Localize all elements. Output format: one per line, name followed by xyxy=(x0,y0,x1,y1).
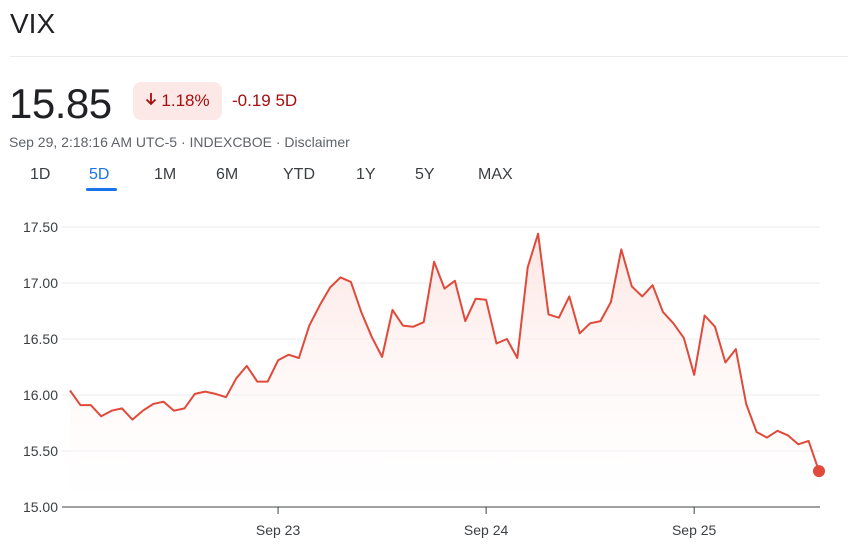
quote-meta: Sep 29, 2:18:16 AM UTC-5 · INDEXCBOE · D… xyxy=(9,134,350,150)
last-price-marker[interactable] xyxy=(813,465,825,478)
current-price: 15.85 xyxy=(9,80,112,127)
change-percent-badge: 1.18% xyxy=(133,82,222,120)
price-area-fill xyxy=(70,233,819,507)
y-tick-label: 15.00 xyxy=(23,499,58,515)
header-divider xyxy=(10,56,848,57)
tab-5y[interactable]: 5Y xyxy=(415,166,435,183)
change-absolute: -0.19 5D xyxy=(232,91,298,110)
y-axis-labels: 17.50 17.00 16.50 16.00 15.50 15.00 xyxy=(23,219,58,515)
tab-max[interactable]: MAX xyxy=(478,166,513,183)
tab-5d[interactable]: 5D xyxy=(89,166,110,183)
ticker-symbol: VIX xyxy=(10,8,56,39)
x-tick-label: Sep 23 xyxy=(256,522,301,538)
price-line xyxy=(69,232,820,472)
y-tick-label: 17.50 xyxy=(23,219,58,235)
tab-1y[interactable]: 1Y xyxy=(356,166,376,183)
x-tick-label: Sep 24 xyxy=(464,522,509,538)
x-tick-label: Sep 25 xyxy=(672,522,717,538)
range-tabs: 1D 5D 1M 6M YTD 1Y 5Y MAX xyxy=(0,166,849,196)
tab-1m[interactable]: 1M xyxy=(154,166,177,183)
change-percent-value: 1.18% xyxy=(161,91,210,110)
y-tick-label: 16.50 xyxy=(23,331,58,347)
active-tab-indicator xyxy=(86,188,117,191)
tab-6m[interactable]: 6M xyxy=(216,166,239,183)
tab-ytd[interactable]: YTD xyxy=(283,166,315,183)
arrow-down-icon xyxy=(145,91,157,111)
tab-1d[interactable]: 1D xyxy=(30,166,51,183)
y-tick-label: 15.50 xyxy=(23,443,58,459)
x-axis-ticks: Sep 23 Sep 24 Sep 25 xyxy=(256,507,717,538)
y-tick-label: 17.00 xyxy=(23,275,58,291)
y-tick-label: 16.00 xyxy=(23,387,58,403)
